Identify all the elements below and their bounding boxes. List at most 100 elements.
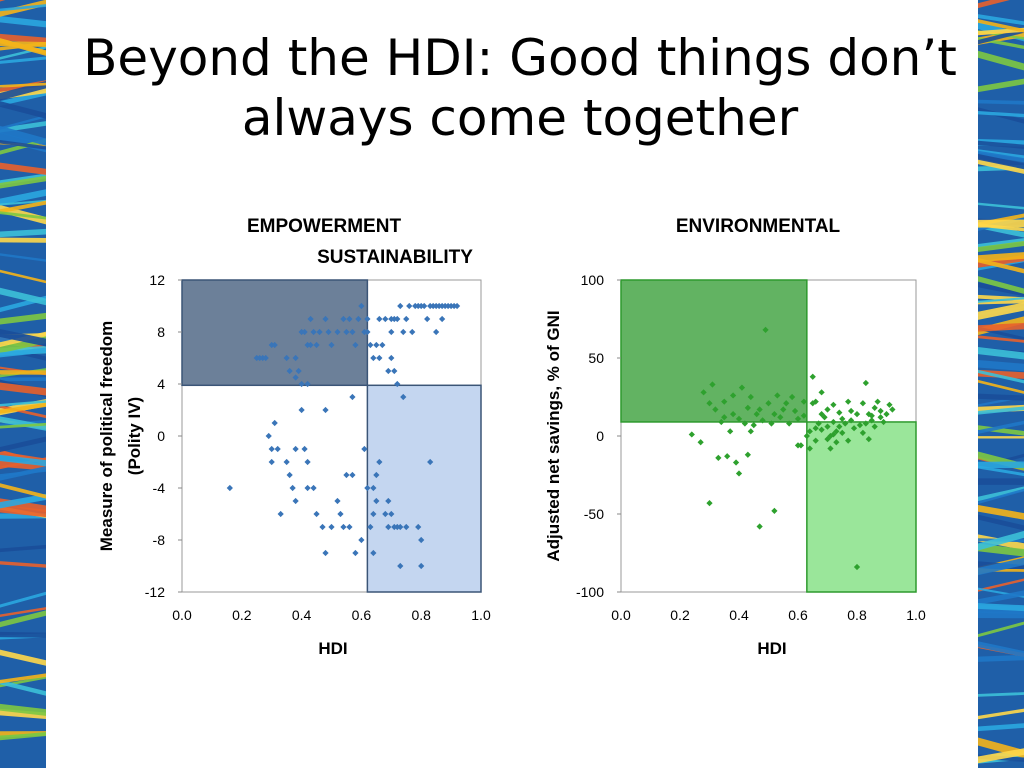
band-stripe <box>978 78 1024 93</box>
empowerment-data-point <box>385 367 392 375</box>
empowerment-data-point <box>265 432 272 440</box>
right-band-graphic <box>978 0 1024 768</box>
empowerment-data-point <box>268 458 275 466</box>
empowerment-data-point <box>361 445 368 453</box>
empowerment-data-point <box>301 445 308 453</box>
empowerment-data-point <box>453 302 461 310</box>
environmental-data-point <box>750 421 757 429</box>
empowerment-data-point <box>382 315 389 323</box>
environmental-data-point <box>845 398 852 405</box>
empowerment-data-point <box>313 510 320 518</box>
empowerment-data-point <box>370 484 377 492</box>
empowerment-x-tick-label: 0.6 <box>352 607 372 623</box>
environmental-data-point <box>836 409 843 416</box>
band-stripe <box>978 282 1024 297</box>
band-stripe <box>978 425 1024 436</box>
empowerment-data-point <box>367 341 374 349</box>
band-stripe <box>0 114 46 130</box>
environmental-data-point <box>756 523 763 530</box>
band-stripe <box>978 557 1024 576</box>
environmental-data-point <box>765 400 772 407</box>
empowerment-data-point <box>409 328 416 336</box>
empowerment-data-point <box>439 315 446 323</box>
empowerment-points <box>226 302 461 570</box>
band-stripe <box>0 189 46 206</box>
empowerment-data-point <box>376 315 383 323</box>
empowerment-data-point <box>397 302 404 310</box>
environmental-y-ticks: 100 50 0 -50 -100 <box>576 272 621 600</box>
empowerment-data-point <box>373 341 380 349</box>
empowerment-data-point <box>304 458 311 466</box>
empowerment-data-point <box>340 315 347 323</box>
band-stripe <box>0 561 46 568</box>
empowerment-y-axis-label-line2: (Polity IV) <box>125 397 144 475</box>
empowerment-data-point <box>352 549 359 557</box>
empowerment-data-point <box>394 380 401 388</box>
band-stripe <box>0 211 46 220</box>
environmental-data-point <box>786 420 793 427</box>
empowerment-data-point <box>349 328 356 336</box>
band-stripe <box>0 175 46 189</box>
band-stripe <box>978 530 1024 551</box>
empowerment-data-point <box>298 406 305 414</box>
band-stripe <box>0 505 46 518</box>
empowerment-data-point <box>325 328 332 336</box>
band-stripe <box>978 369 1024 384</box>
empowerment-data-point <box>295 367 302 375</box>
band-stripe <box>978 420 1024 434</box>
environmental-data-point <box>818 389 825 396</box>
band-stripe <box>978 603 1024 612</box>
empowerment-data-point <box>310 484 317 492</box>
band-stripe <box>0 101 46 119</box>
band-stripe <box>978 335 1024 343</box>
environmental-y-axis-label: Adjusted net savings, % of GNI <box>544 310 563 561</box>
empowerment-data-point <box>421 302 428 310</box>
environmental-y-tick-label: -50 <box>584 506 604 522</box>
band-stripe <box>0 200 46 214</box>
environmental-data-point <box>847 417 855 424</box>
band-stripe <box>0 422 46 429</box>
band-stripe <box>978 14 1024 26</box>
empowerment-data-point <box>388 354 395 362</box>
environmental-data-point <box>886 401 893 408</box>
empowerment-data-point <box>268 445 275 453</box>
environmental-upper-left-shade <box>620 279 808 423</box>
environmental-x-tick-label: 0.0 <box>611 607 631 623</box>
band-stripe <box>978 486 1024 502</box>
empowerment-y-axis-label: Measure of political freedom (Polity IV) <box>97 321 144 552</box>
band-stripe <box>0 469 46 477</box>
environmental-data-point <box>735 415 743 422</box>
empowerment-data-point <box>313 341 320 349</box>
empowerment-data-point <box>364 328 371 336</box>
empowerment-data-point <box>349 471 356 479</box>
environmental-data-point <box>724 453 731 460</box>
environmental-data-point <box>812 437 819 444</box>
empowerment-x-tick-label: 0.8 <box>411 607 431 623</box>
band-stripe <box>0 402 46 414</box>
band-stripe <box>0 649 46 666</box>
empowerment-data-point <box>334 497 341 505</box>
band-stripe <box>978 111 1024 118</box>
empowerment-data-point <box>388 328 395 336</box>
slide-title-line2: always come together <box>241 89 799 147</box>
left-decorative-band <box>0 0 46 768</box>
empowerment-data-point <box>418 562 425 570</box>
band-stripe <box>0 436 46 453</box>
environmental-data-point <box>874 398 881 405</box>
environmental-data-point <box>783 400 790 407</box>
band-stripe <box>978 621 1024 638</box>
environmental-y-tick-label: 50 <box>588 350 604 366</box>
empowerment-data-point <box>292 354 299 362</box>
empowerment-data-point <box>316 328 323 336</box>
empowerment-data-point <box>385 497 392 505</box>
empowerment-data-point <box>307 341 314 349</box>
environmental-data-point <box>824 406 831 413</box>
band-stripe <box>0 82 46 88</box>
empowerment-y-axis-label-line1: Measure of political freedom <box>97 321 116 552</box>
band-stripe <box>0 679 46 696</box>
band-stripe <box>978 99 1024 105</box>
band-stripe <box>0 269 46 284</box>
band-stripe <box>978 654 1024 662</box>
band-stripe <box>0 607 46 618</box>
environmental-x-tick-label: 1.0 <box>906 607 926 623</box>
